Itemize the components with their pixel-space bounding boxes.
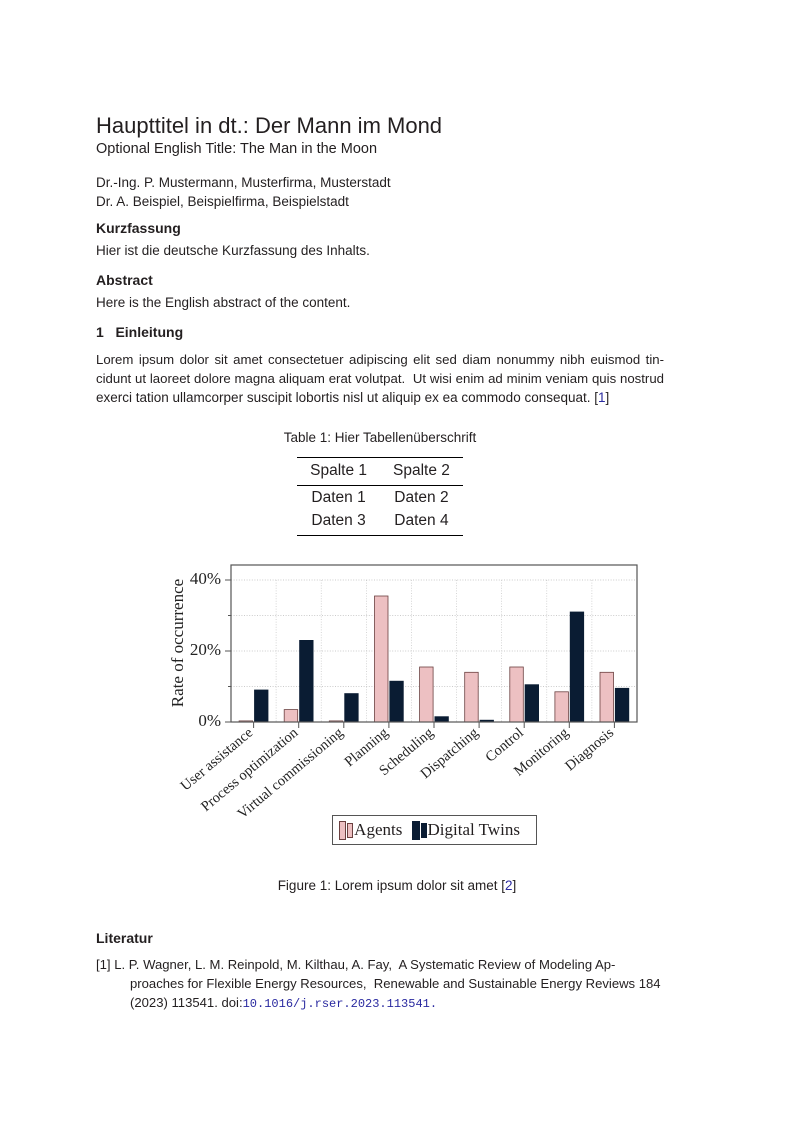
svg-text:40%: 40%: [190, 569, 221, 588]
svg-text:Rate of occurrence: Rate of occurrence: [168, 579, 187, 707]
svg-text:Diagnosis: Diagnosis: [562, 725, 617, 775]
svg-text:20%: 20%: [190, 640, 221, 659]
svg-text:0%: 0%: [198, 711, 221, 730]
